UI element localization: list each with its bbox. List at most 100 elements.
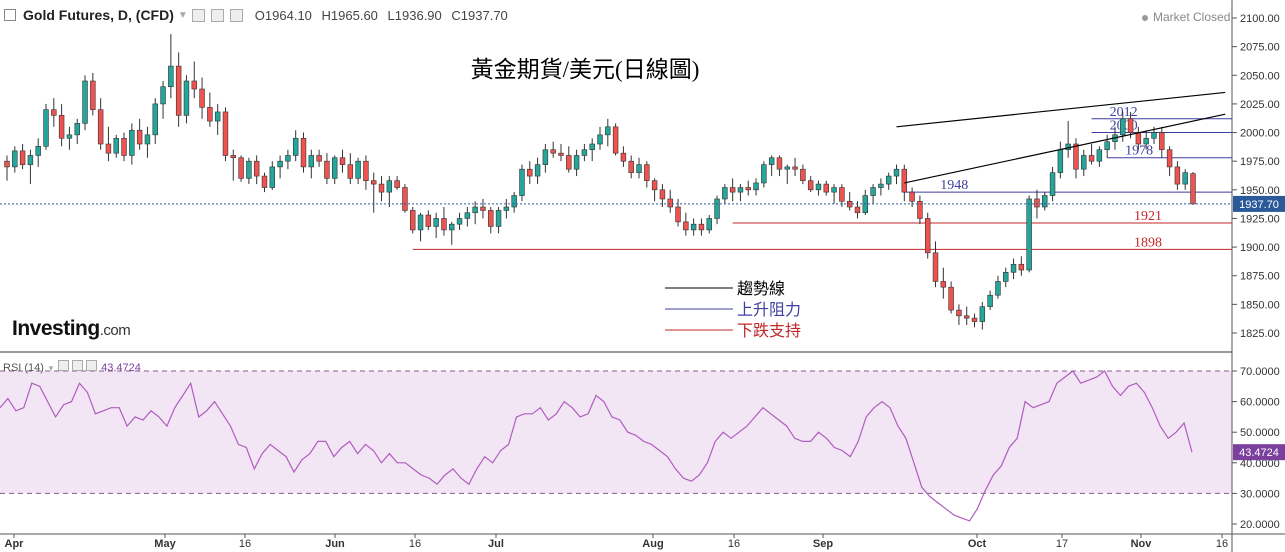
- candle: [168, 34, 174, 99]
- candle: [534, 157, 541, 185]
- settings-icon[interactable]: [191, 8, 205, 22]
- candle-body: [854, 206, 861, 214]
- candle: [97, 98, 104, 150]
- candle-body: [519, 168, 525, 196]
- candle-body: [1127, 118, 1134, 133]
- candle-body: [1088, 155, 1095, 162]
- candle: [768, 155, 775, 177]
- rsi-settings-icon[interactable]: [58, 360, 70, 371]
- candle: [324, 153, 330, 185]
- candle: [456, 212, 463, 230]
- candle-body: [308, 155, 315, 168]
- legend-label: 上升阻力: [737, 301, 801, 319]
- candle-body: [1042, 195, 1048, 208]
- candle-body: [347, 164, 354, 179]
- candle-body: [355, 160, 361, 179]
- rsi-close-icon[interactable]: [86, 360, 98, 371]
- support-label: 1898: [1134, 235, 1162, 250]
- candle: [27, 149, 34, 185]
- candle-body: [1182, 172, 1188, 185]
- candle: [355, 157, 361, 185]
- candle-body: [246, 160, 252, 179]
- chevron-down-icon[interactable]: ▼: [47, 364, 55, 373]
- candle-body: [378, 183, 385, 193]
- candle: [152, 98, 158, 144]
- symbol-label[interactable]: Gold Futures, D, (CFD): [23, 7, 174, 23]
- labels-layer: 1937.70: [0, 195, 1285, 212]
- candle: [300, 132, 307, 173]
- market-status: Market Closed: [1142, 10, 1230, 24]
- candle-body: [940, 281, 947, 288]
- candle-body: [339, 157, 346, 165]
- candle-body: [35, 145, 41, 156]
- candle: [253, 155, 260, 185]
- candle-body: [581, 149, 588, 156]
- candle-body: [261, 175, 268, 188]
- chevron-down-icon[interactable]: ▼: [177, 9, 188, 21]
- candle-body: [1010, 263, 1017, 273]
- candle-body: [136, 129, 143, 145]
- candle-body: [324, 160, 330, 179]
- rsi-gear-icon[interactable]: [72, 360, 84, 371]
- candle: [58, 103, 65, 147]
- candle-body: [183, 80, 190, 116]
- candle-body: [1166, 149, 1173, 168]
- candle-body: [1057, 149, 1064, 173]
- trend-lines-layer: [896, 91, 1226, 184]
- time-tick-label: Nov: [1131, 538, 1153, 550]
- candle-body: [706, 218, 712, 231]
- gear-icon[interactable]: [210, 8, 224, 22]
- candle-body: [737, 187, 744, 193]
- rsi-title[interactable]: RSI (14): [3, 362, 44, 374]
- candle-body: [464, 212, 471, 219]
- candle: [66, 126, 73, 150]
- candle-body: [1190, 173, 1196, 205]
- candle-body: [144, 134, 151, 145]
- time-tick-label: 16: [728, 538, 740, 550]
- candle-body: [1151, 132, 1157, 139]
- candle-body: [417, 214, 424, 231]
- candle: [1182, 169, 1188, 190]
- candle-body: [316, 155, 322, 162]
- candle: [815, 180, 822, 196]
- candle: [1073, 138, 1079, 179]
- candle-body: [558, 152, 564, 156]
- candle: [410, 207, 416, 234]
- rsi-header: RSI (14) ▼ 43.4724: [3, 360, 141, 374]
- candle: [136, 118, 143, 150]
- candle: [1174, 161, 1181, 190]
- legend-label: 下跌支持: [737, 322, 801, 340]
- candle-body: [331, 157, 338, 179]
- candle: [160, 81, 166, 119]
- candle-body: [363, 160, 369, 181]
- candle: [433, 212, 439, 238]
- candle: [605, 118, 611, 147]
- candle-body: [761, 164, 767, 184]
- candle-body: [51, 109, 57, 116]
- time-tick-label: 17: [1056, 538, 1068, 550]
- candle-body: [573, 155, 580, 170]
- candle: [784, 164, 790, 185]
- candle: [331, 155, 338, 185]
- candle-body: [1174, 166, 1181, 185]
- candle: [839, 184, 845, 207]
- candle-body: [831, 187, 837, 193]
- candle-body: [628, 160, 634, 173]
- candle: [1190, 171, 1196, 205]
- candle-body: [97, 109, 104, 145]
- time-tick-label: Jun: [325, 538, 345, 550]
- support-label: 1921: [1134, 209, 1162, 224]
- candle: [394, 176, 400, 190]
- candle: [1166, 146, 1173, 177]
- candle-body: [58, 115, 65, 139]
- candle-body: [160, 86, 166, 105]
- menu-icon[interactable]: [4, 9, 16, 21]
- close-icon[interactable]: [229, 8, 243, 22]
- candle: [199, 77, 205, 119]
- candle-body: [1026, 198, 1032, 271]
- candle-body: [729, 187, 736, 193]
- candle: [683, 212, 689, 236]
- candle-body: [542, 149, 549, 165]
- candle: [995, 275, 1001, 299]
